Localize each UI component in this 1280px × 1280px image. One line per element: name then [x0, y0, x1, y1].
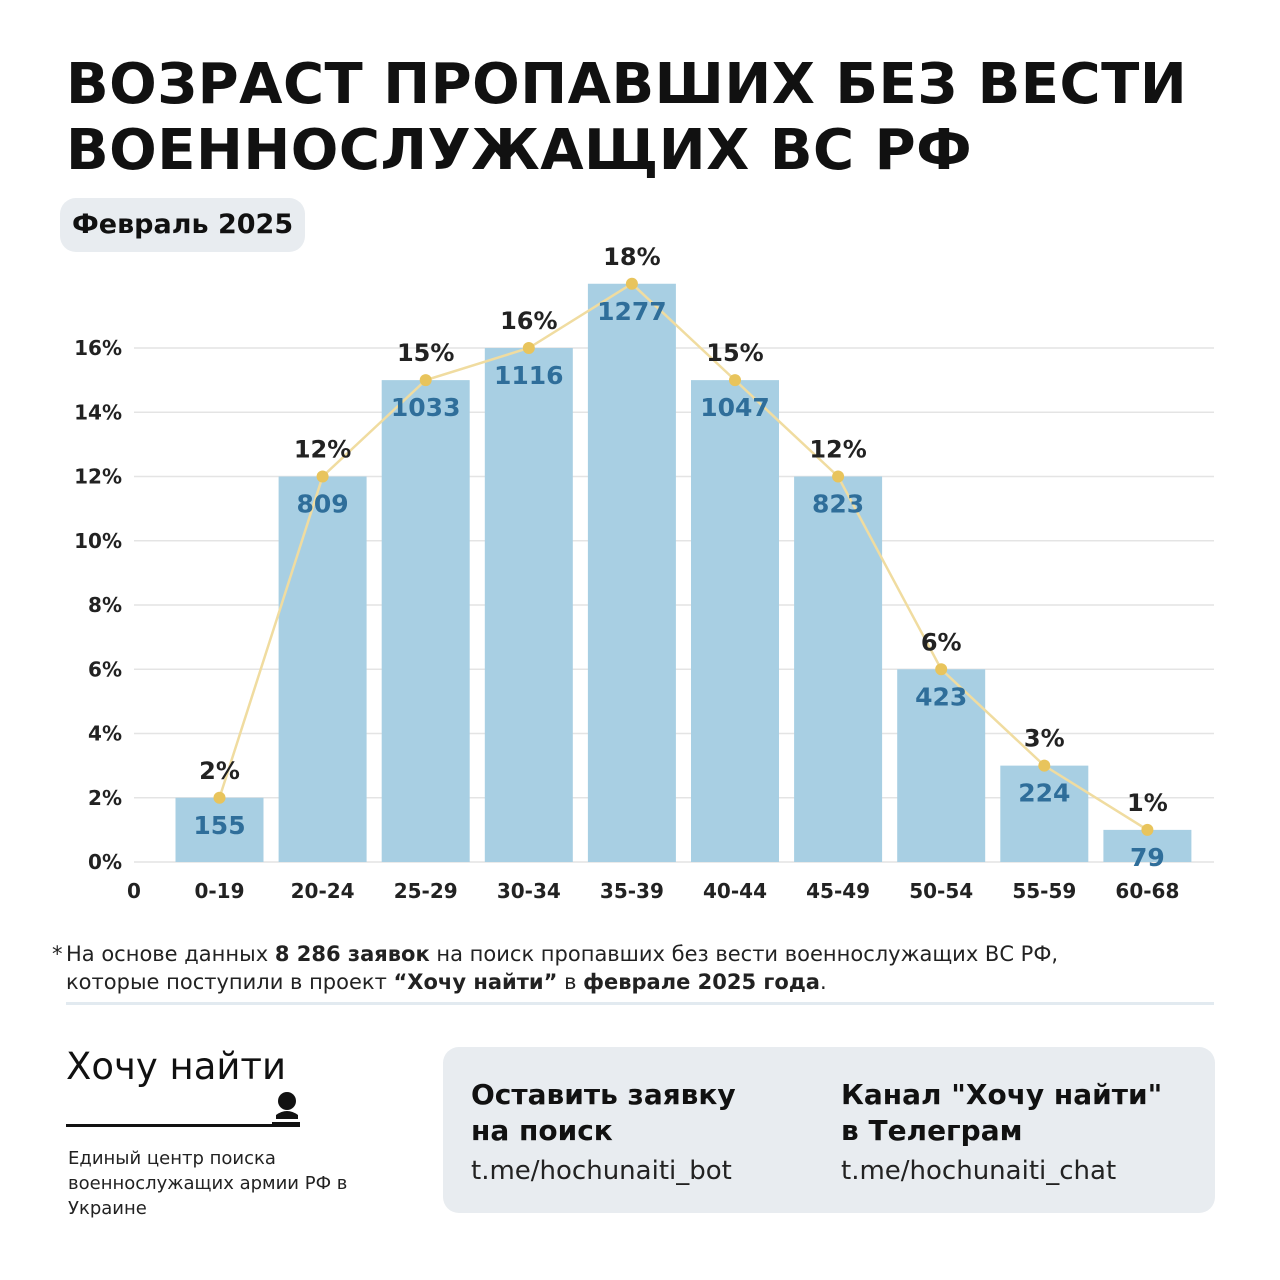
bar	[587, 283, 676, 862]
bot-link[interactable]: t.me/hochunaiti_bot	[471, 1156, 732, 1186]
footnote-text: На основе данных	[66, 942, 275, 966]
percent-point	[522, 342, 535, 354]
percent-label: 18%	[603, 243, 660, 271]
logo-name: Хочу найти	[66, 1045, 287, 1088]
x-tick-label: 45-49	[806, 879, 870, 903]
bar	[897, 669, 986, 862]
request-link-block[interactable]: Оставить заявку на поиск t.me/hochunaiti…	[471, 1077, 736, 1189]
y-tick-label: 16%	[74, 336, 122, 360]
page-title: ВОЗРАСТ ПРОПАВШИХ БЕЗ ВЕСТИ ВОЕННОСЛУЖАЩ…	[66, 52, 1226, 184]
percent-label: 1%	[1127, 789, 1168, 817]
footnote-text: которые поступили в проект	[66, 970, 394, 994]
channel-link-block[interactable]: Канал "Хочу найти" в Телеграм t.me/hochu…	[841, 1077, 1162, 1189]
percent-label: 16%	[500, 307, 557, 335]
request-link-title: Оставить заявку на поиск	[471, 1078, 736, 1147]
percent-point	[213, 791, 226, 804]
bar-count-label: 823	[812, 490, 864, 519]
bar	[1000, 765, 1089, 862]
labels: 0% 2% 4% 6% 8% 10% 12% 14% 16% 0 155 2% 0-19 809 12% 20…	[74, 243, 1179, 903]
x-tick-label: 20-24	[291, 879, 355, 903]
channel-link[interactable]: t.me/hochunaiti_chat	[841, 1156, 1117, 1186]
footnote: * На основе данных 8 286 заявок на поиск…	[52, 940, 1232, 996]
bar-count-label: 1033	[391, 393, 461, 422]
title-line-2: ВОЕННОСЛУЖАЩИХ ВС РФ	[66, 118, 973, 183]
y-tick-label: 8%	[88, 593, 122, 617]
y-tick-label: 12%	[74, 465, 122, 489]
x-tick-label: 40-44	[703, 879, 767, 903]
x-tick-label: 50-54	[909, 879, 973, 903]
percent-point	[419, 374, 432, 387]
bar-count-label: 224	[1018, 779, 1070, 808]
x-origin-label: 0	[127, 879, 141, 903]
bar-count-label: 809	[297, 490, 349, 519]
footnote-line-2: которые поступили в проект “Хочу найти” …	[52, 968, 1232, 996]
links-card: Оставить заявку на поиск t.me/hochunaiti…	[443, 1047, 1215, 1213]
bar-count-label: 423	[915, 682, 967, 711]
logo-underline	[66, 1124, 298, 1127]
bar-count-label: 1116	[494, 361, 564, 390]
percent-point	[729, 374, 741, 387]
channel-link-title: Канал "Хочу найти" в Телеграм	[841, 1078, 1163, 1147]
y-tick-label: 4%	[88, 722, 122, 746]
bar	[484, 348, 573, 862]
bar	[691, 380, 779, 862]
footnote-text: на поиск пропавших без вести военнослужа…	[429, 942, 1059, 966]
logo-subtitle: Единый центр поиска военнослужащих армии…	[68, 1148, 348, 1219]
footnote-count: 8 286 заявок	[274, 942, 430, 966]
percent-point	[1038, 759, 1051, 772]
y-tick-label: 6%	[88, 657, 122, 681]
bar	[175, 797, 264, 862]
percent-point	[316, 470, 329, 483]
percent-polyline	[218, 282, 1149, 831]
footnote-project: “Хочу найти”	[393, 970, 558, 994]
divider	[66, 1002, 1214, 1005]
bar-count-label: 79	[1130, 843, 1165, 872]
bar	[381, 380, 470, 862]
percent-label: 2%	[199, 757, 240, 785]
title-line-1: ВОЗРАСТ ПРОПАВШИХ БЕЗ ВЕСТИ	[66, 52, 1188, 117]
bar	[794, 476, 883, 862]
x-tick-label: 0-19	[194, 879, 244, 903]
y-tick-label: 2%	[88, 786, 122, 810]
x-tick-label: 30-34	[497, 879, 561, 903]
x-tick-label: 60-68	[1115, 879, 1179, 903]
percent-label: 12%	[294, 436, 351, 464]
percent-label: 15%	[397, 339, 454, 367]
bar-count-label: 155	[193, 811, 245, 840]
x-tick-label: 55-59	[1012, 879, 1076, 903]
x-tick-label: 35-39	[600, 879, 664, 903]
footnote-text: .	[819, 970, 827, 994]
period-badge: Февраль 2025	[60, 198, 306, 252]
y-tick-label: 10%	[74, 529, 122, 553]
y-tick-label: 14%	[74, 400, 122, 424]
footnote-star: *	[52, 942, 63, 966]
percent-label: 15%	[706, 339, 763, 367]
percent-point	[625, 277, 638, 290]
percent-point	[935, 663, 948, 676]
bar-count-label: 1277	[597, 297, 667, 326]
bars	[175, 283, 1192, 862]
x-tick-label: 25-29	[394, 879, 458, 903]
percent-label: 3%	[1024, 725, 1065, 753]
percent-label: 6%	[921, 628, 962, 656]
footnote-line-1: На основе данных 8 286 заявок на поиск п…	[66, 940, 1058, 968]
footnote-text: в	[557, 970, 584, 994]
bar	[278, 476, 367, 862]
percent-point	[1141, 823, 1154, 836]
footnote-period: феврале 2025 года	[583, 970, 820, 994]
age-chart: 0% 2% 4% 6% 8% 10% 12% 14% 16% 0 155 2% 0-19 809 12% 20…	[74, 243, 1214, 903]
y-tick-label: 0%	[88, 850, 122, 874]
percent-line	[213, 277, 1154, 836]
percent-point	[832, 470, 845, 483]
percent-label: 12%	[809, 436, 866, 464]
bar-count-label: 1047	[700, 393, 770, 422]
